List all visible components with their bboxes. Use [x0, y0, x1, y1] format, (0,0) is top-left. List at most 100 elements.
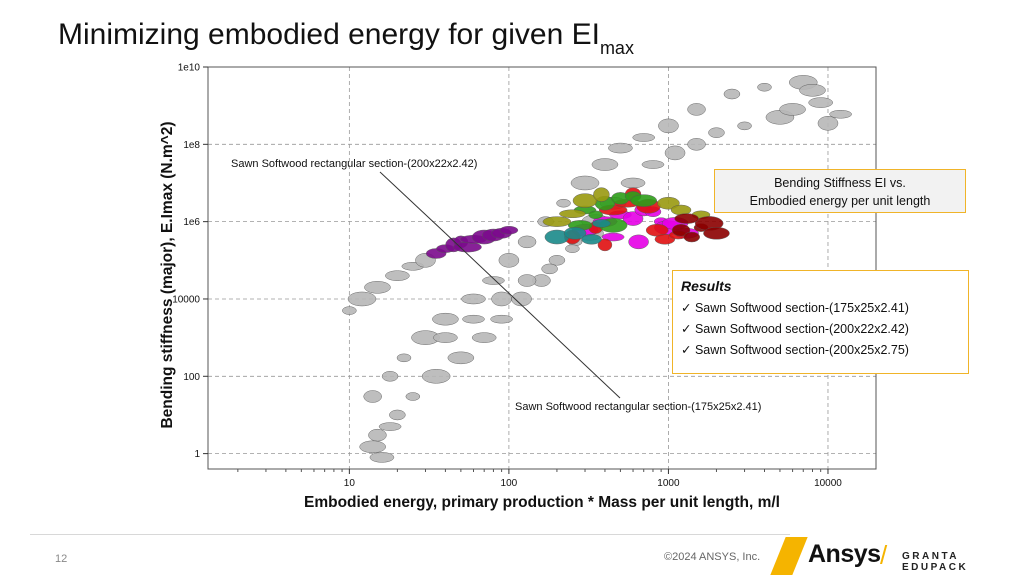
data-point — [363, 390, 382, 403]
data-point — [591, 158, 619, 171]
ansys-logo: Ansys — [808, 540, 881, 568]
data-point — [592, 219, 611, 228]
data-point — [381, 371, 399, 382]
data-point — [389, 409, 406, 421]
brand-accent-bar — [770, 537, 808, 575]
data-point — [708, 127, 725, 138]
data-point — [601, 232, 625, 242]
data-point — [482, 276, 505, 285]
data-point — [461, 293, 486, 305]
results-item: ✓ Sawn Softwood section-(200x22x2.42) — [681, 319, 960, 340]
data-point — [498, 253, 520, 268]
data-point — [608, 142, 633, 154]
check-icon: ✓ — [681, 343, 695, 357]
data-point — [588, 210, 603, 220]
copyright-text: ©2024 ANSYS, Inc. — [664, 551, 761, 563]
slide-title: Minimizing embodied energy for given EIm… — [58, 18, 634, 58]
plot-frame — [207, 66, 877, 470]
check-icon: ✓ — [681, 322, 695, 336]
data-point — [570, 175, 600, 191]
data-point — [548, 255, 566, 266]
data-point — [630, 194, 657, 207]
data-point — [347, 291, 377, 307]
data-point — [490, 314, 513, 324]
data-point — [779, 103, 806, 116]
data-point — [433, 332, 458, 343]
data-point — [620, 177, 646, 189]
results-item-text: Sawn Softwood section-(175x25x2.41) — [694, 301, 909, 315]
info-line-1: Bending Stiffness EI vs. — [774, 176, 906, 190]
data-point — [641, 160, 665, 169]
title-text: Minimizing embodied energy for given EI — [58, 18, 600, 51]
data-point — [542, 216, 572, 227]
annotation-leader — [445, 232, 621, 399]
results-item-text: Sawn Softwood section-(200x22x2.42) — [694, 322, 909, 336]
data-point — [757, 82, 772, 92]
data-point — [628, 234, 649, 250]
y-tick-label: 100 — [183, 372, 200, 383]
chart-marks — [342, 75, 852, 463]
y-axis-label: Bending stiffness (major), E.Imax (N.m^2… — [159, 121, 176, 428]
data-point — [499, 225, 519, 235]
data-point — [671, 223, 691, 237]
data-point — [462, 314, 485, 324]
data-point — [622, 211, 644, 226]
data-point — [471, 332, 497, 343]
data-point — [453, 241, 482, 253]
x-tick-label: 10 — [344, 478, 356, 489]
data-point — [369, 452, 395, 463]
data-point — [385, 270, 410, 281]
x-tick-label: 10000 — [814, 478, 842, 489]
data-point — [396, 353, 412, 363]
data-point — [447, 351, 475, 365]
check-icon: ✓ — [681, 301, 695, 315]
data-point — [632, 133, 655, 142]
info-line-2: Embodied energy per unit length — [749, 194, 931, 208]
brand-slash-icon: / — [880, 540, 888, 570]
granta-edupack-logo: GRANTA EDUPACK — [902, 551, 969, 573]
data-point — [737, 121, 752, 131]
data-point — [703, 227, 730, 240]
data-point — [556, 198, 571, 208]
data-point — [593, 187, 610, 202]
y-tick-label: 1e8 — [183, 140, 200, 151]
y-tick-label: 1e6 — [183, 217, 200, 228]
results-title: Results — [681, 278, 732, 294]
data-point — [683, 231, 700, 243]
y-tick-label: 1e10 — [178, 63, 201, 74]
data-point — [687, 138, 706, 151]
data-point — [421, 369, 451, 384]
data-point — [559, 209, 586, 219]
x-axis-label: Embodied energy, primary production * Ma… — [304, 494, 780, 511]
page-number: 12 — [55, 553, 68, 565]
data-point — [664, 145, 686, 161]
data-point — [563, 227, 587, 240]
data-point — [342, 306, 357, 315]
data-point — [657, 196, 680, 210]
data-point — [723, 88, 741, 100]
results-box: Results ✓ Sawn Softwood section-(175x25x… — [672, 270, 969, 374]
title-subscript: max — [599, 38, 634, 58]
footer-divider — [30, 534, 790, 535]
data-point — [491, 291, 512, 307]
data-point — [359, 440, 386, 454]
results-item: ✓ Sawn Softwood section-(200x25x2.75) — [681, 340, 960, 361]
data-point — [517, 274, 537, 287]
chart-info-box: Bending Stiffness EI vs. Embodied energy… — [714, 169, 966, 213]
data-point — [364, 281, 391, 294]
data-point — [829, 109, 852, 119]
chart-ticks: 10 100 1000 10000 1 100 10000 1e6 1e8 1e10 — [172, 63, 842, 490]
x-tick-label: 1000 — [657, 478, 680, 489]
chart-annotations: Sawn Softwood rectangular section-(200x2… — [231, 158, 761, 413]
data-point — [405, 392, 421, 401]
data-point — [432, 312, 459, 326]
data-point — [817, 116, 839, 131]
data-point — [674, 213, 699, 224]
data-point — [517, 235, 537, 249]
x-tick-label: 100 — [501, 478, 518, 489]
annotation-leader — [379, 171, 446, 234]
data-point — [658, 118, 679, 134]
data-point — [378, 422, 402, 431]
data-point — [565, 244, 580, 253]
data-point — [687, 103, 706, 116]
